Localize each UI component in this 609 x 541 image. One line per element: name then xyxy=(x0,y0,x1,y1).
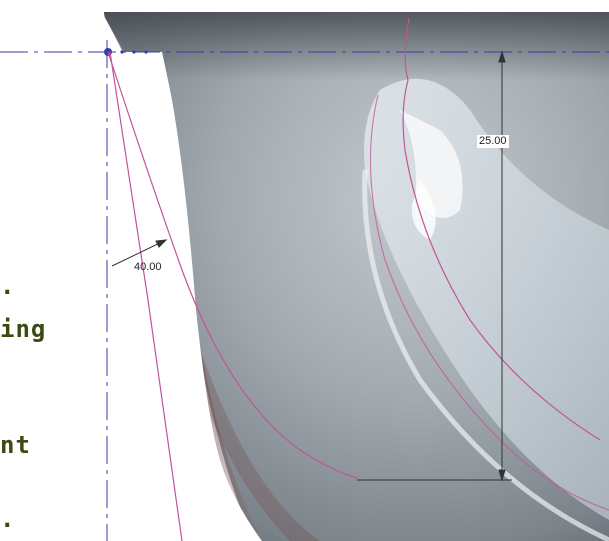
side-text-line-1: . xyxy=(0,272,16,300)
translucent-blade xyxy=(362,78,609,541)
angle-dimension-label[interactable]: 40.00 xyxy=(134,261,162,273)
point-marker xyxy=(120,50,148,54)
side-text-line-3: nt xyxy=(0,431,31,459)
profile-curves[interactable] xyxy=(107,17,609,541)
side-text-line-2: ing xyxy=(0,315,47,343)
height-dimension[interactable] xyxy=(357,50,512,482)
side-text-line-4: . xyxy=(0,505,16,533)
height-dimension-label[interactable]: 25.00 xyxy=(477,135,509,148)
angle-dimension[interactable] xyxy=(111,239,168,267)
